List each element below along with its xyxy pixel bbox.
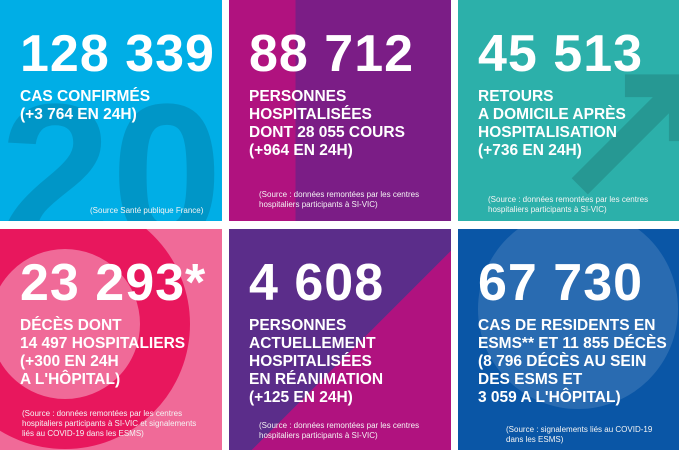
tile-esms: 67 730 CAS DE RESIDENTS EN ESMS** ET 11 … bbox=[458, 229, 679, 450]
tile-confirmed-cases: 20 128 339 CAS CONFIRMÉS (+3 764 EN 24H)… bbox=[0, 0, 222, 221]
stat-number: 4 608 bbox=[249, 254, 385, 312]
stat-number: 67 730 bbox=[478, 254, 644, 312]
stat-label: RETOURS A DOMICILE APRÈS HOSPITALISATION… bbox=[478, 88, 626, 159]
source-note: (Source : signalements liés au COVID-19 … bbox=[506, 425, 653, 444]
stat-label: CAS CONFIRMÉS (+3 764 EN 24H) bbox=[20, 88, 151, 123]
tile-deaths: 23 293* DÉCÈS DONT 14 497 HOSPITALIERS (… bbox=[0, 229, 222, 450]
source-note: (Source : données remontées par les cent… bbox=[259, 190, 420, 209]
tile-returned-home: ↗ 45 513 RETOURS A DOMICILE APRÈS HOSPIT… bbox=[458, 0, 679, 221]
stat-label: DÉCÈS DONT 14 497 HOSPITALIERS (+300 EN … bbox=[20, 317, 186, 388]
source-note: (Source : données remontées par les cent… bbox=[488, 195, 649, 214]
stat-number: 45 513 bbox=[478, 25, 644, 83]
tile-icu: 4 608 PERSONNES ACTUELLEMENT HOSPITALISÉ… bbox=[229, 229, 451, 450]
tile-hospitalised: 88 712 PERSONNES HOSPITALISÉES DONT 28 0… bbox=[229, 0, 451, 221]
info-decoration bbox=[478, 229, 678, 409]
stat-label: CAS DE RESIDENTS EN ESMS** ET 11 855 DÉC… bbox=[478, 317, 667, 406]
stat-number: 128 339 bbox=[20, 25, 215, 83]
stat-number: 88 712 bbox=[249, 25, 415, 83]
source-note: (Source Santé publique France) bbox=[90, 206, 204, 215]
stat-label: PERSONNES HOSPITALISÉES DONT 28 055 COUR… bbox=[249, 88, 405, 159]
digit-decoration: 20 bbox=[0, 63, 222, 221]
source-note: (Source : données remontées par les cent… bbox=[259, 421, 420, 440]
stat-label: PERSONNES ACTUELLEMENT HOSPITALISÉES EN … bbox=[249, 317, 384, 406]
source-note: (Source : données remontées par les cent… bbox=[22, 409, 197, 438]
stat-number: 23 293* bbox=[20, 254, 207, 312]
arrow-decoration: ↗ bbox=[548, 15, 679, 221]
